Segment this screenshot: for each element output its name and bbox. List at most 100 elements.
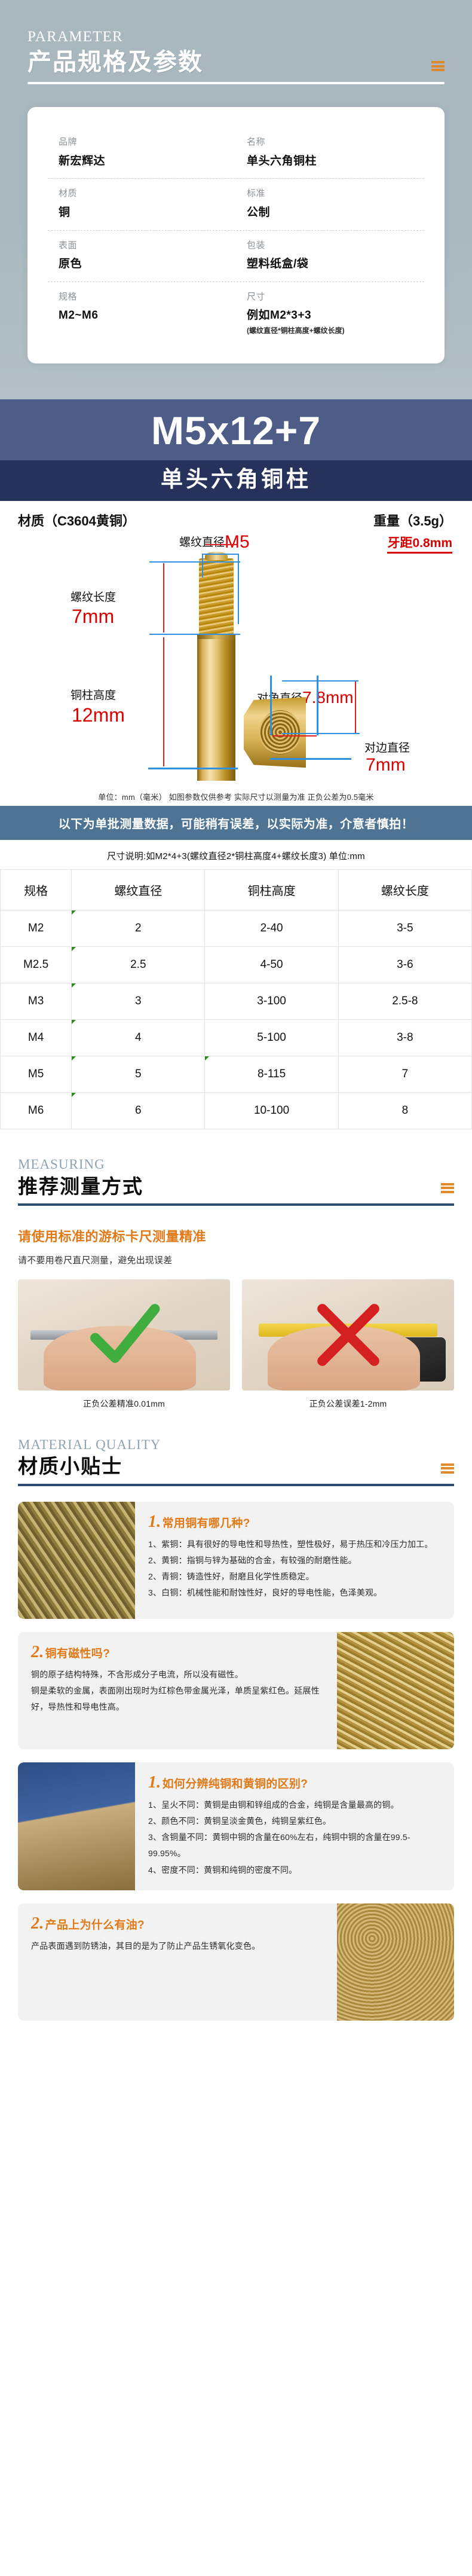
spec-label: 名称 bbox=[247, 137, 266, 148]
faq-question: 1. 如何分辨纯铜和黄铜的区别? bbox=[148, 1774, 441, 1791]
faq-question-text: 产品上为什么有油? bbox=[45, 1918, 145, 1932]
spec-label: 包装 bbox=[247, 240, 266, 250]
table-cell: 3-5 bbox=[338, 910, 472, 948]
measuring-caption: 正负公差精准0.01mm bbox=[83, 1398, 165, 1408]
table-cell: M5 bbox=[0, 1056, 72, 1093]
faq-line: 铜的原子结构特殊，不含形成分子电流，所以没有磁性。 bbox=[31, 1669, 243, 1679]
spec-label: 尺寸 bbox=[247, 291, 266, 302]
spec-value: 铜 bbox=[59, 206, 71, 219]
faq-question: 2. 铜有磁性吗? bbox=[31, 1642, 324, 1661]
spec-value: 塑料纸盒/袋 bbox=[247, 258, 309, 271]
brass-standoff-illustration bbox=[197, 552, 235, 781]
table-cell: M2 bbox=[0, 910, 72, 948]
table-cell: 3-8 bbox=[338, 1019, 472, 1057]
faq-question-text: 铜有磁性吗? bbox=[45, 1647, 111, 1660]
diagram-note: 单位：mm（毫米） 如图参数仅供参考 实际尺寸以测量为准 正负公差为0.5毫米 bbox=[98, 793, 374, 802]
hamburger-icon[interactable] bbox=[431, 61, 445, 72]
spec-label: 材质 bbox=[59, 188, 78, 199]
spec-value: 原色 bbox=[59, 258, 82, 271]
table-cell: M6 bbox=[0, 1092, 72, 1130]
size-table: 规格 螺纹直径 铜柱高度 螺纹长度 M2 2 2-40 3-5 M2.5 2.5… bbox=[0, 869, 472, 1130]
table-cell: 2.5-8 bbox=[338, 983, 472, 1020]
table-header-cell: 螺纹直径 bbox=[71, 869, 206, 911]
copper-chips-photo bbox=[337, 1631, 454, 1749]
diagram-thread-length-label: 螺纹长度 bbox=[71, 591, 117, 604]
table-header-cell: 规格 bbox=[0, 869, 72, 911]
faq-line: 2、黄铜：指铜与锌为基础的合金，有较强的耐磨性能。 bbox=[148, 1555, 357, 1565]
measuring-lead: 请使用标准的游标卡尺测量精准 bbox=[18, 1229, 207, 1244]
table-cell: M2.5 bbox=[0, 946, 72, 984]
spec-cell-size: 尺寸 例如M2*3+3 (螺纹直径*铜柱高度+螺纹长度) bbox=[236, 291, 424, 336]
product-name-banner: 单头六角铜柱 bbox=[0, 460, 472, 502]
spec-value: 公制 bbox=[247, 206, 271, 219]
diagram-flat-label: 对边直径 bbox=[364, 742, 410, 755]
table-cell: 2-40 bbox=[204, 910, 339, 948]
guide-line-thread-top bbox=[149, 561, 240, 563]
table-row: M2 2 2-40 3-5 bbox=[0, 910, 472, 948]
size-table-caption: 尺寸说明:如M2*4+3(螺纹直径2*铜柱高度4+螺纹长度3) 单位:mm bbox=[107, 851, 365, 862]
guide-line-nut-left bbox=[270, 676, 272, 736]
faq-line: 铜是柔软的金属，表面刚出现时为红棕色带金属光泽，单质呈紫红色。延展性好，导热性和… bbox=[31, 1685, 320, 1712]
faq-line: 3、含铜量不同：黄铜中铜的含量在60%左右，纯铜中铜的含量在99.5-99.95… bbox=[148, 1832, 410, 1859]
diagram-pitch-label: 牙距0.8mm bbox=[387, 533, 452, 554]
spec-value: 单头六角铜柱 bbox=[247, 154, 317, 167]
faq-question-text: 常用铜有哪几种? bbox=[162, 1517, 250, 1530]
table-header-cell: 螺纹长度 bbox=[338, 869, 472, 911]
measurement-notice-bar: 以下为单批测量数据，可能稍有误差，以实际为准，介意者慎拍！ bbox=[0, 806, 472, 841]
table-cell: 5 bbox=[71, 1056, 206, 1093]
table-cell: M4 bbox=[0, 1019, 72, 1057]
spec-value: 新宏辉达 bbox=[59, 154, 106, 167]
spec-label: 品牌 bbox=[59, 137, 78, 148]
material-title: 材质小贴士 bbox=[18, 1455, 122, 1478]
spec-sub-note: (螺纹直径*铜柱高度+螺纹长度) bbox=[247, 326, 345, 335]
spec-label: 表面 bbox=[59, 240, 78, 250]
hamburger-icon[interactable] bbox=[441, 1463, 454, 1474]
spec-cell-packaging: 包装 塑料纸盒/袋 bbox=[236, 239, 424, 272]
table-cell: 6 bbox=[71, 1092, 206, 1130]
material-eyebrow: MATERIAL QUALITY bbox=[18, 1437, 161, 1452]
material-divider bbox=[18, 1483, 454, 1486]
faq-line: 产品表面遇到防锈油，其目的是为了防止产品生锈氧化变色。 bbox=[31, 1941, 260, 1951]
diagram-flat-value: 7mm bbox=[366, 755, 406, 775]
faq-question: 2. 产品上为什么有油? bbox=[31, 1915, 324, 1932]
product-code: M5x12+7 bbox=[151, 408, 321, 453]
spec-row: 材质 铜 标准 公制 bbox=[48, 178, 424, 230]
guide-line-nut-right bbox=[317, 676, 318, 736]
table-cell: 5-100 bbox=[204, 1019, 339, 1057]
hamburger-icon[interactable] bbox=[441, 1182, 454, 1193]
copper-rods-photo bbox=[18, 1501, 135, 1619]
spec-cell-brand: 品牌 新宏辉达 bbox=[48, 136, 236, 169]
caliper-photo bbox=[18, 1279, 230, 1391]
faq-line: 3、白铜：机械性能和耐蚀性好，良好的导电性能，色泽美观。 bbox=[148, 1588, 382, 1598]
guide-line-flat-top bbox=[282, 733, 360, 735]
parameter-title: 产品规格及参数 bbox=[27, 48, 203, 75]
spec-label: 标准 bbox=[247, 188, 266, 199]
product-detail-page: PARAMETER 产品规格及参数 品牌 新宏辉达 名称 单头六角铜柱 bbox=[0, 0, 472, 2052]
tape-measure-photo bbox=[242, 1279, 454, 1391]
table-header-row: 规格 螺纹直径 铜柱高度 螺纹长度 bbox=[0, 869, 472, 911]
hex-nut-illustration bbox=[244, 697, 306, 768]
table-cell: 3 bbox=[71, 983, 206, 1020]
faq-line: 2、青铜：铸造性好，耐磨且化学性质稳定。 bbox=[148, 1572, 314, 1582]
check-icon bbox=[86, 1297, 163, 1373]
parameter-section: PARAMETER 产品规格及参数 品牌 新宏辉达 名称 单头六角铜柱 bbox=[0, 0, 472, 399]
spec-cell-standard: 标准 公制 bbox=[236, 187, 424, 220]
measuring-card-wrong: 正负公差误差1-2mm bbox=[242, 1279, 454, 1410]
cross-icon bbox=[310, 1297, 387, 1373]
diagram-weight-label: 重量（3.5g） bbox=[373, 514, 452, 529]
table-cell: M3 bbox=[0, 983, 72, 1020]
table-cell: 2.5 bbox=[71, 946, 206, 984]
thread-diameter-value: M5 bbox=[225, 532, 250, 552]
faq-number: 2. bbox=[31, 1914, 44, 1933]
diagram-material-label: 材质（C3604黄铜） bbox=[18, 514, 136, 529]
spec-value: 例如M2*3+3 bbox=[247, 309, 312, 322]
diagram-height-value: 12mm bbox=[72, 704, 125, 726]
arrow-diagonal bbox=[272, 735, 317, 737]
measuring-title: 推荐测量方式 bbox=[18, 1175, 143, 1197]
diagram-thread-diameter: 螺纹直径M5 bbox=[179, 532, 250, 552]
table-cell: 2 bbox=[71, 910, 206, 948]
faq-number: 2. bbox=[31, 1642, 44, 1661]
table-cell: 3-6 bbox=[338, 946, 472, 984]
faq-question-text: 如何分辨纯铜和黄铜的区别? bbox=[162, 1777, 308, 1790]
worker-photo bbox=[18, 1762, 135, 1890]
